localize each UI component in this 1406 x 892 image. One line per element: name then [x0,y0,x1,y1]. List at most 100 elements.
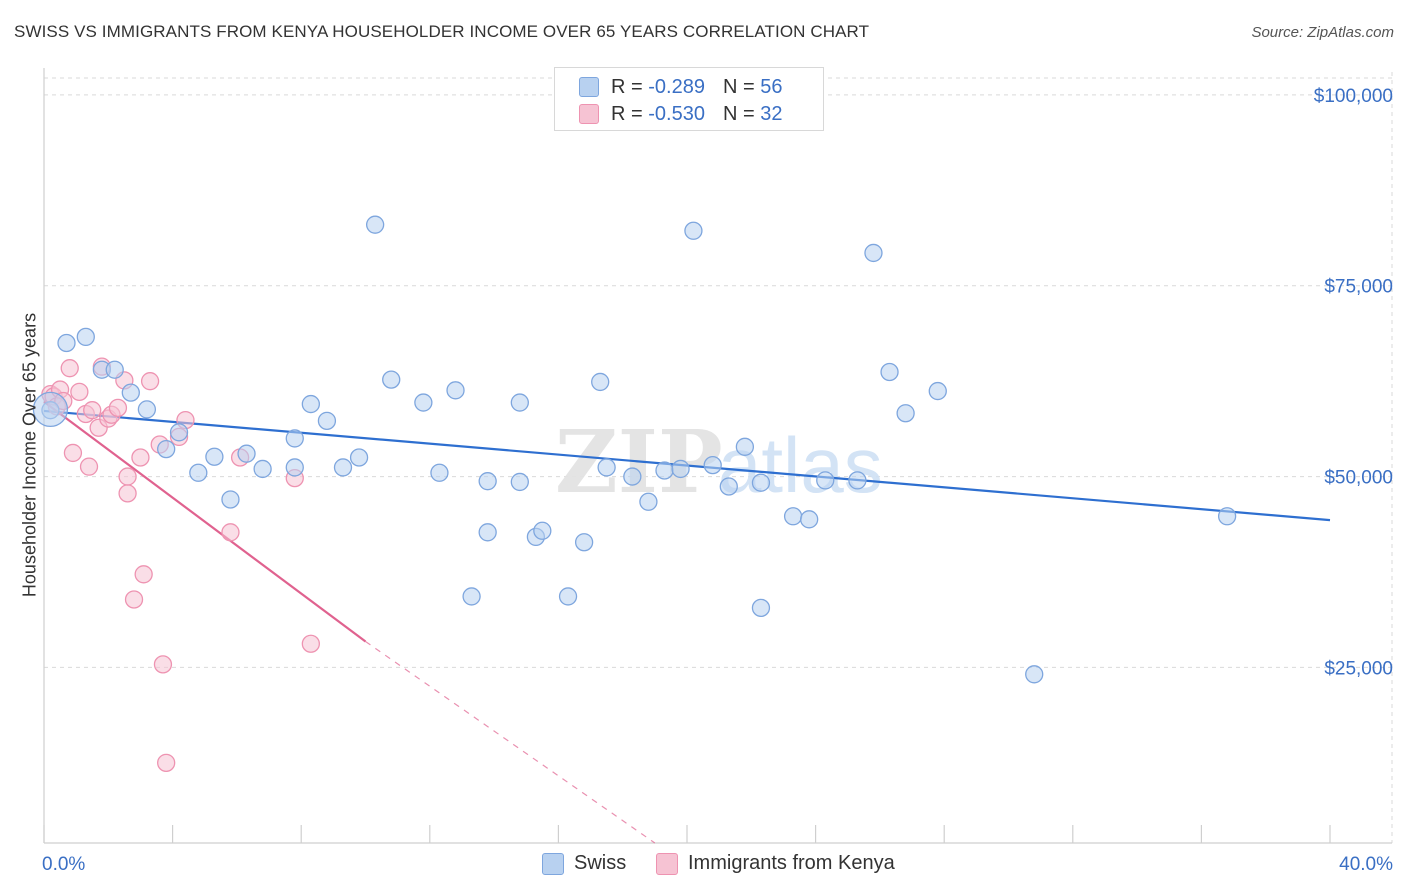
kenya-point [118,467,137,486]
kenya-point [63,443,83,463]
kenya-point [60,359,79,378]
swiss-point [597,458,616,477]
swiss-point [510,472,529,492]
swiss-point [684,221,703,240]
x-tick-label: 40.0% [1339,854,1393,875]
y-tick-label: $50,000 [1324,468,1393,489]
legend-item-kenya[interactable]: Immigrants from Kenya [656,852,895,875]
gridlines [44,72,1393,843]
swiss-point [105,360,124,379]
swiss-point [189,463,208,482]
swiss-point [719,477,738,496]
source-note: Source: ZipAtlas.com [1251,24,1394,41]
swiss-point [655,461,674,480]
kenya-point [131,448,150,467]
swiss-point [285,458,304,477]
kenya-trendline-extension [365,640,656,844]
swiss-point [783,507,803,526]
swiss-point [864,243,883,263]
swiss-points [32,215,1237,684]
swiss-point [896,404,915,423]
x-tick-label: 0.0% [42,854,85,875]
swiss-point [478,523,497,542]
swiss-point [414,393,433,412]
kenya-point [118,484,137,503]
swiss-point [880,362,899,382]
kenya-point [108,398,128,418]
kenya-trendline [43,400,367,643]
kenya-points [41,357,320,772]
swiss-point [430,463,449,482]
y-tick-label: $75,000 [1324,277,1393,298]
swiss-point [735,437,755,456]
swiss-point [349,448,369,467]
kenya-point [140,372,160,391]
swiss-point [446,381,465,400]
kenya-point [124,590,144,609]
swiss-point [301,394,320,414]
legend-kenya-r-label: R = [611,102,643,125]
legend-item-swiss[interactable]: Swiss [542,852,626,875]
series-legend: Swiss Immigrants from Kenya [0,852,1406,878]
legend-key-swiss [542,852,564,875]
swiss-point [703,455,722,475]
swiss-point [591,372,610,392]
legend-swiss-n-label: N = [722,75,755,98]
swiss-point [623,467,642,486]
swiss-point [462,587,481,606]
swiss-point [205,447,224,466]
legend-swatch-kenya [579,104,599,124]
kenya-point [157,753,176,772]
swiss-point [639,492,658,511]
kenya-point [83,401,102,420]
swiss-point [1025,665,1044,684]
swiss-point [478,472,497,491]
swiss-point [510,393,529,412]
swiss-point [574,533,594,552]
tick-labels: $25,000 $50,000 $75,000 $100,000 0.0% 40.0% [42,86,1393,875]
legend-label-swiss: Swiss [574,852,627,874]
swiss-point [121,383,140,402]
legend-row-kenya: R = -0.530 N = 32 [579,101,782,127]
legend-label-kenya: Immigrants from Kenya [688,852,895,874]
stats-legend: R = -0.289 N = 56 R = -0.530 N = 32 [554,67,824,131]
watermark: ZIP atlas [555,412,883,513]
swiss-cluster-point [32,391,69,428]
kenya-point [70,382,89,402]
swiss-point [751,473,771,492]
legend-key-kenya [656,852,678,875]
y-tick-label: $100,000 [1314,86,1393,107]
swiss-point [76,327,95,347]
kenya-point [221,523,240,542]
swiss-point [533,521,552,540]
swiss-point [848,471,867,490]
swiss-point [253,459,272,479]
legend-swiss-n-value: 56 [760,75,783,98]
swiss-point [57,333,76,353]
y-tick-label: $25,000 [1324,658,1393,679]
kenya-point [153,655,173,674]
swiss-point [382,370,401,389]
swiss-point [558,587,578,606]
legend-swatch-swiss [579,77,599,97]
swiss-point [1217,507,1237,526]
kenya-point [301,634,320,653]
swiss-point [157,439,176,459]
swiss-point [365,215,385,234]
swiss-point [221,490,240,509]
swiss-point [169,423,189,442]
legend-swiss-r-value: -0.289 [648,75,705,98]
chart-title: SWISS VS IMMIGRANTS FROM KENYA HOUSEHOLD… [14,22,870,41]
kenya-point [79,457,99,476]
watermark-atlas: atlas [718,421,883,509]
swiss-point [800,510,819,529]
swiss-point [137,400,157,419]
swiss-point [317,411,337,431]
swiss-point [928,381,947,401]
swiss-point [285,429,304,448]
swiss-point [237,444,256,463]
swiss-point [333,458,353,477]
swiss-point [816,471,835,490]
legend-kenya-r-value: -0.530 [648,102,705,125]
